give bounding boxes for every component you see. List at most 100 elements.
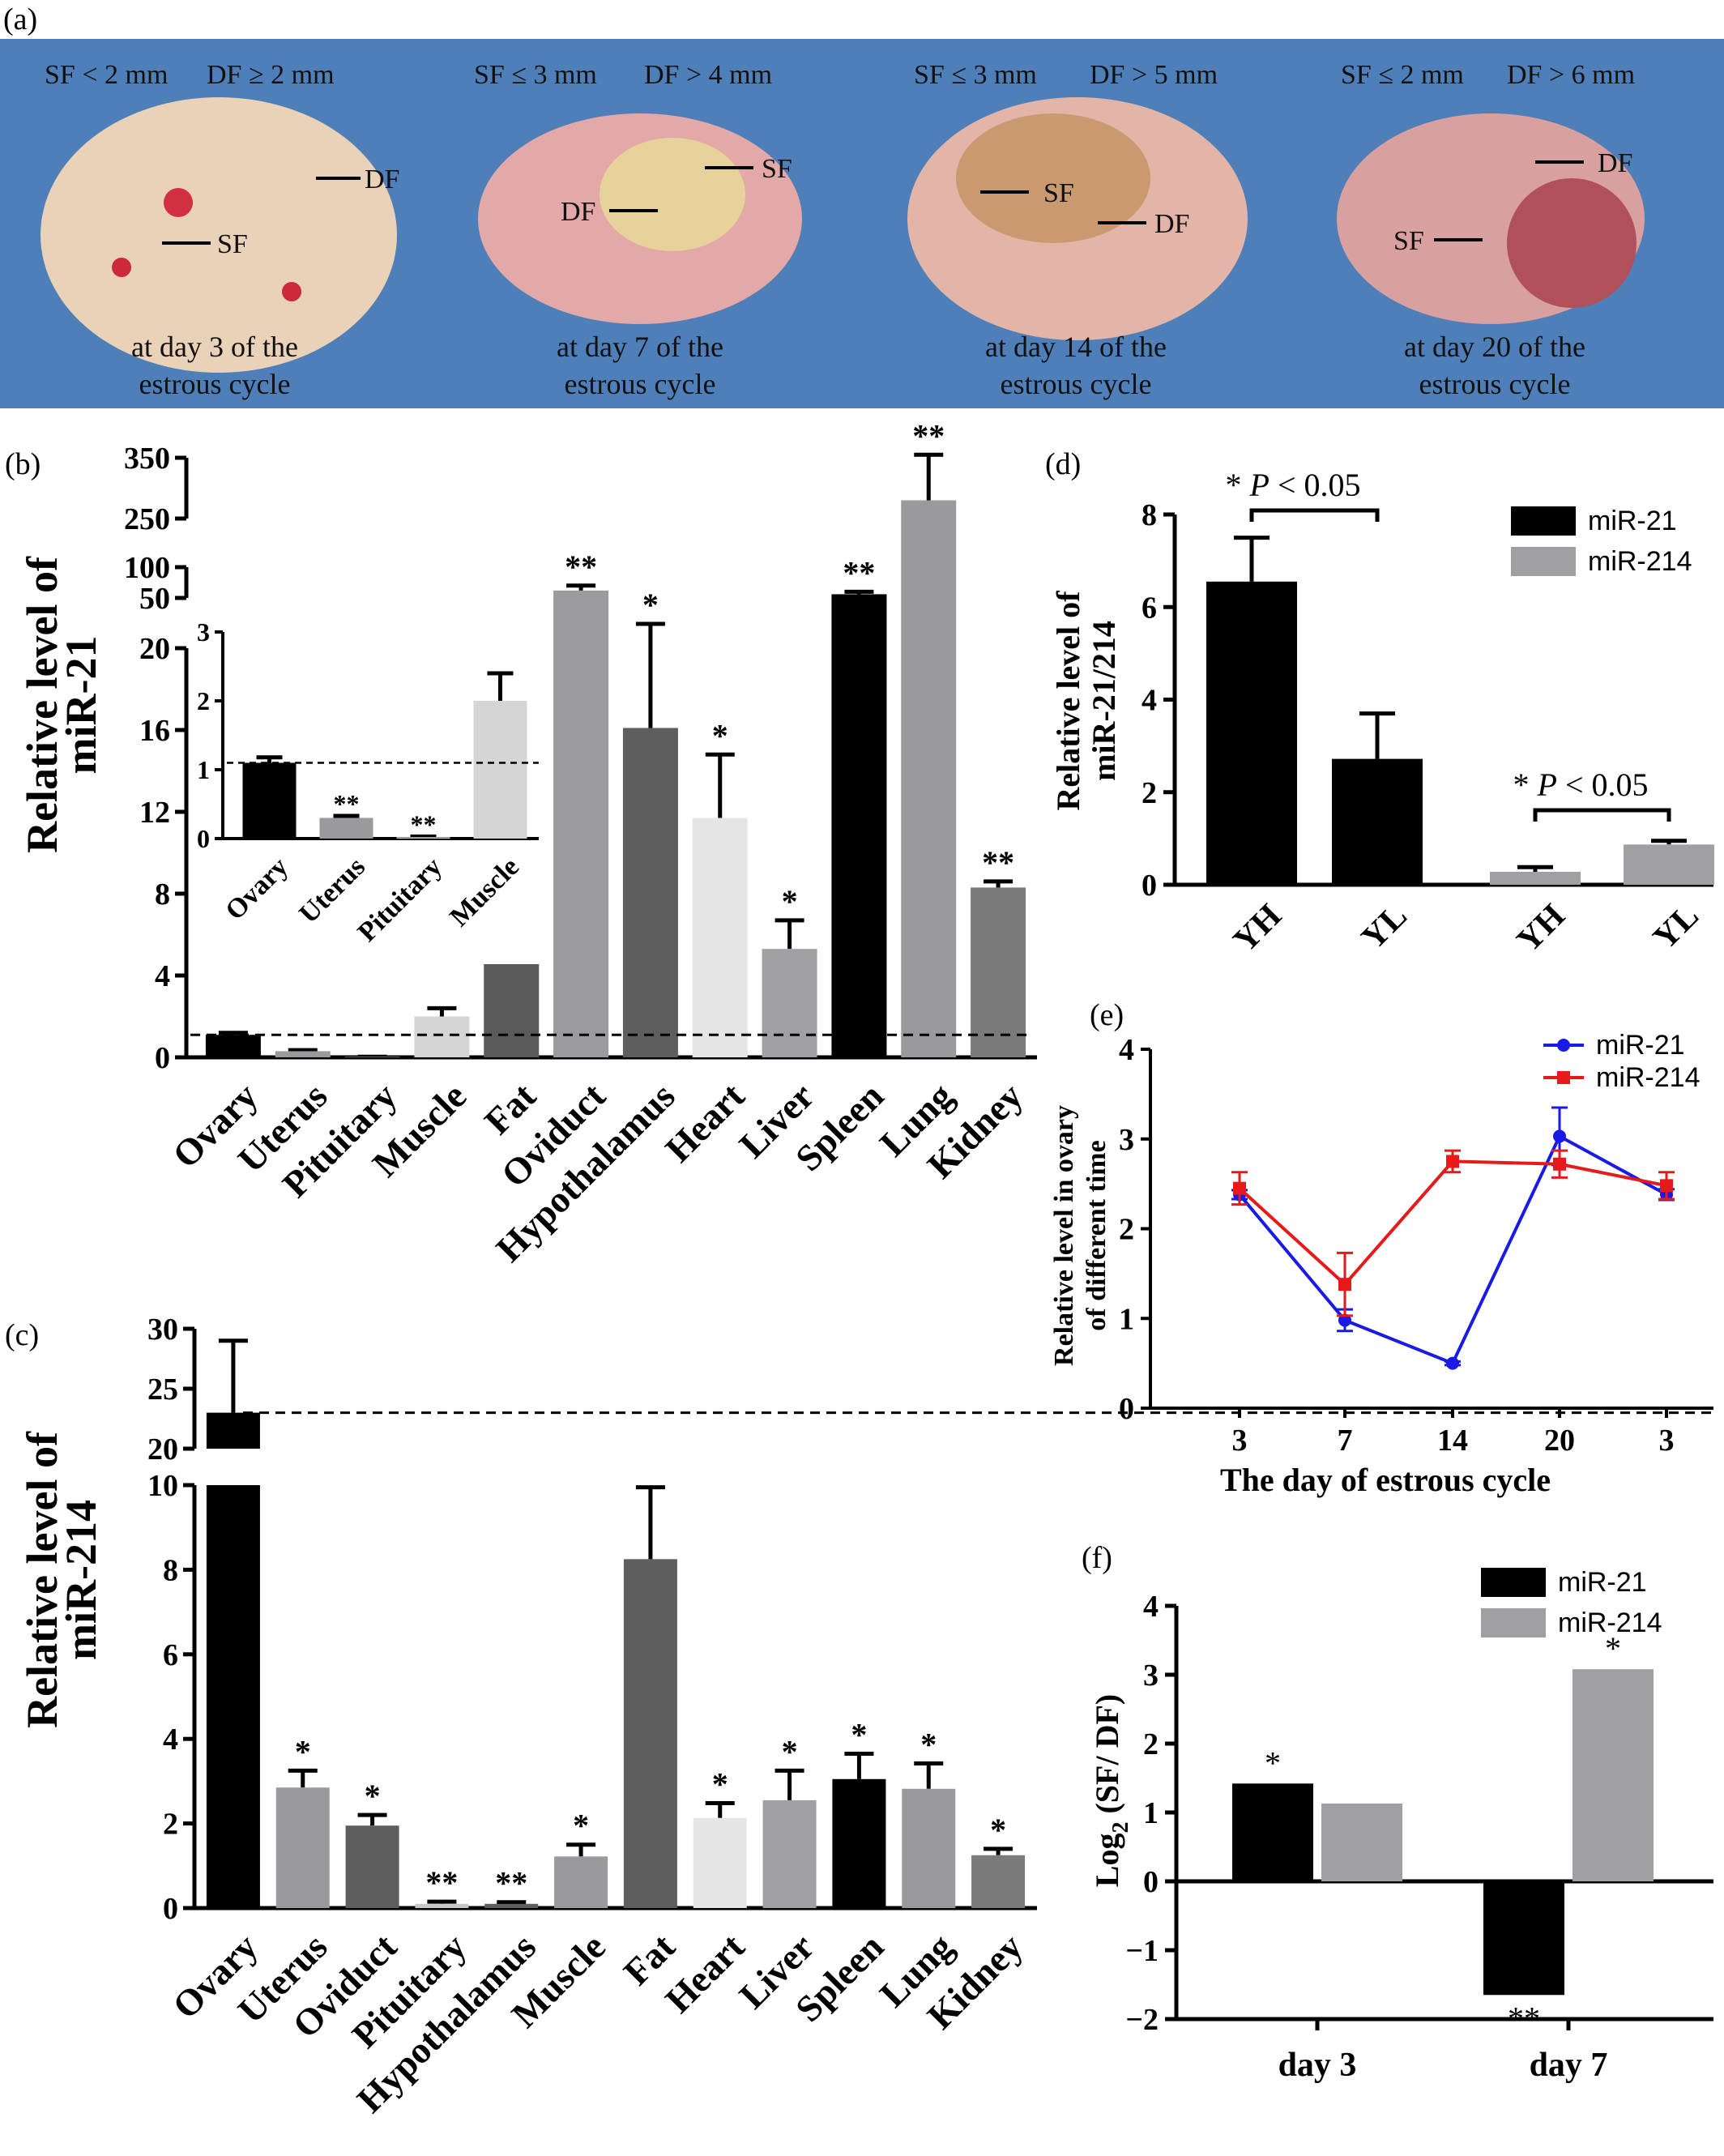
panel-b-significance: ** (982, 844, 1014, 881)
panel-e-ylabel: Relative level in ovary of different tim… (1049, 1105, 1112, 1366)
panel-b-significance: * (712, 717, 728, 754)
panel-e-point-mir-214 (1660, 1179, 1673, 1193)
panel-b-bar-hypothalamus (622, 728, 678, 1057)
panel-a: (a) SF < 2 mm DF ≥ 2 mm DF SF at day 3 o… (0, 2, 1724, 408)
panel-b-bar-heart (692, 818, 748, 1057)
panel-e-point-mir-21 (1338, 1313, 1351, 1327)
panel-f-ytick-label: 0 (1143, 1865, 1159, 1899)
panel-b-ytick-label: 0 (155, 1041, 170, 1075)
panel-c-significance: * (851, 1716, 867, 1753)
panel-d-bracket (1249, 508, 1380, 522)
panel-b-inset-significance: ** (334, 789, 360, 818)
panel-c-ytick-label: 6 (163, 1638, 178, 1672)
panel-b-bar-muscle (414, 1016, 470, 1057)
panel-c-ylabel-line1: Relative level of (18, 1431, 66, 1728)
panel-d-annotation-p: P (1249, 467, 1270, 503)
panel-d-ylabel-line1: Relative level of (1050, 591, 1086, 811)
panel-d-xtick-label: YL (1355, 897, 1415, 957)
photo-3-label-1: SF (1043, 178, 1074, 208)
panel-f-xtick-label: day 7 (1530, 2047, 1608, 2084)
panel-d-bracket (1533, 808, 1671, 822)
photo-3-header-df: DF > 5 mm (1090, 60, 1218, 90)
panel-b-inset-ytick-label: 0 (197, 824, 210, 853)
panel-c-bar-fat (623, 1559, 677, 1908)
panel-e-ytick-label: 2 (1119, 1213, 1134, 1247)
panel-b-inset-bar-pituitary (396, 837, 450, 839)
panel-e-xtick-label: 20 (1544, 1424, 1575, 1458)
panel-b-significance: * (642, 587, 659, 623)
panel-c-bar-uterus (275, 1787, 330, 1908)
panel-d-ytick-label: 0 (1142, 869, 1157, 903)
panel-e-xlabel: The day of estrous cycle (1220, 1462, 1551, 1498)
panel-d-annotation-value: < 0.05 (1270, 467, 1361, 503)
photo-2-label-2: DF (561, 197, 595, 227)
panel-d-legend-label: miR-21 (1588, 506, 1677, 536)
panel-b-bar-kidney (971, 887, 1026, 1057)
photo-4-caption-1: at day 20 of the (1404, 331, 1585, 363)
photo-2-label-1: SF (762, 154, 792, 184)
panel-b-ylabel-line1: Relative level of (18, 556, 66, 853)
panel-f-significance: * (1605, 1630, 1621, 1667)
panel-e-xtick-label: 14 (1437, 1424, 1468, 1458)
panel-e-line-mir-214 (1238, 1159, 1667, 1287)
panel-a-label: (a) (3, 2, 37, 36)
panel-f-legend-swatch (1481, 1608, 1546, 1637)
panel-c-significance: ** (495, 1865, 527, 1902)
photo-3-label-2: DF (1154, 209, 1189, 239)
panel-f-legend-label: miR-21 (1558, 1567, 1647, 1598)
photo-4: SF ≤ 2 mm DF > 6 mm DF SF at day 20 of t… (1337, 60, 1645, 400)
photo-4-header-sf: SF ≤ 2 mm (1341, 60, 1464, 90)
panel-b-xtick-label: Heart (657, 1074, 753, 1170)
photo-3-header-sf: SF ≤ 3 mm (914, 60, 1037, 90)
panel-e-ytick-label: 0 (1119, 1392, 1134, 1426)
panel-d: (d) Relative level of miR-21/214 0 2 4 6 8 YH… (1045, 447, 1714, 959)
panel-e-legend-label: miR-214 (1596, 1062, 1700, 1093)
panel-c-bar-ovary-upper (206, 1412, 260, 1449)
panel-d-ytick-label: 2 (1142, 776, 1157, 810)
panel-e-point-mir-21 (1446, 1356, 1459, 1370)
panel-d-annotation: * P < 0.05 (1226, 467, 1361, 503)
panel-e-ylabel-line1: Relative level in ovary (1049, 1105, 1079, 1366)
ylabel-sub: 2 (1108, 1822, 1133, 1834)
panel-b-bar-spleen (831, 594, 887, 1057)
photo-1-label-1: DF (365, 164, 399, 194)
panel-b-ytick-label: 350 (124, 442, 170, 476)
follicle-region (1507, 178, 1637, 308)
ylabel-log: Log (1089, 1834, 1125, 1888)
panel-c-bar-kidney (971, 1855, 1026, 1908)
panel-d-xtick-label: YL (1646, 897, 1706, 957)
panel-d-bar-yl (1332, 758, 1423, 885)
panel-b-inset-bar-uterus (319, 818, 373, 839)
panel-c-xtick-label: Heart (657, 1925, 753, 2021)
photo-3-caption-2: estrous cycle (1001, 368, 1152, 400)
panel-d-xtick-label: YH (1510, 897, 1573, 959)
panel-f-significance: ** (1508, 2000, 1540, 2036)
panel-c-ytick-label: 8 (163, 1553, 178, 1587)
panel-c-ylabel-line2: miR-214 (57, 1500, 105, 1660)
photo-2-header-df: DF > 4 mm (644, 60, 772, 90)
panel-f-ytick-label: −1 (1125, 1934, 1159, 1968)
panel-f-ytick-label: 1 (1143, 1796, 1159, 1830)
panel-c-significance: * (573, 1808, 589, 1844)
panel-b-significance: * (782, 883, 798, 920)
panel-c-ytick-label: 20 (147, 1432, 178, 1467)
photo-1-caption-2: estrous cycle (139, 368, 291, 400)
ylabel-rest: (SF/ DF) (1089, 1694, 1125, 1822)
panel-b-bar-liver (762, 949, 817, 1057)
panel-c-significance: * (295, 1733, 311, 1770)
panel-c-significance: * (712, 1766, 728, 1803)
panel-c-ylabel: Relative level of miR-214 (18, 1431, 105, 1728)
panel-b-bar-uterus (275, 1051, 331, 1057)
panel-b-significance: ** (843, 554, 875, 591)
panel-b-ytick-label: 4 (155, 959, 170, 993)
panel-d-label: (d) (1045, 447, 1081, 481)
panel-b-ylabel: Relative level of miR-21 (18, 556, 105, 853)
panel-f-label: (f) (1082, 1541, 1112, 1575)
panel-d-xtick-label: YH (1227, 897, 1289, 959)
follicle-region (600, 138, 745, 251)
follicle-spot (164, 188, 193, 217)
panel-e-point-mir-214 (1233, 1181, 1246, 1195)
photo-1-caption-1: at day 3 of the (131, 331, 298, 363)
